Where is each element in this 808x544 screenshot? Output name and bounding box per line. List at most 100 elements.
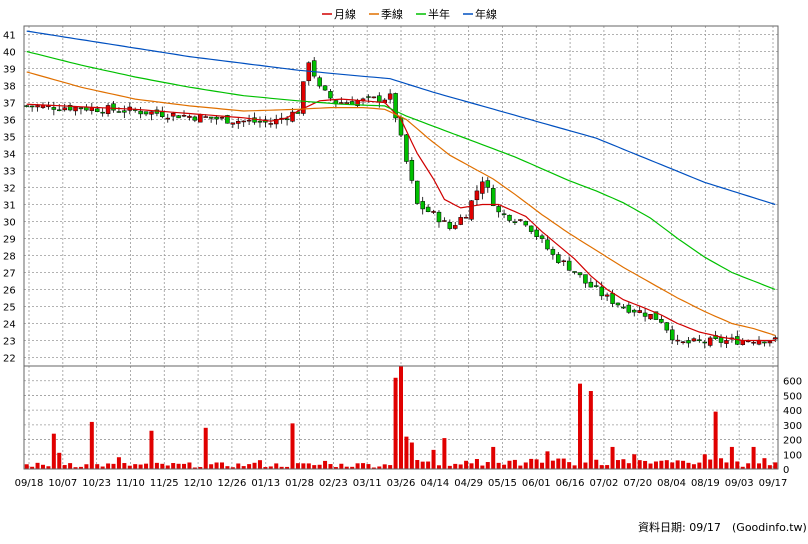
volume-bar	[767, 465, 772, 469]
volume-bar	[670, 462, 675, 469]
volume-bar	[285, 466, 290, 469]
volume-tick-label: 200	[783, 436, 802, 447]
price-tick-label: 38	[3, 82, 16, 93]
x-tick-label: 09/03	[725, 478, 754, 489]
volume-bars	[24, 366, 778, 469]
volume-bar	[171, 463, 176, 469]
candle-body	[290, 111, 295, 122]
candle-body	[143, 111, 149, 115]
volume-bar	[127, 465, 132, 469]
volume-bar	[643, 460, 648, 469]
x-tick-label: 08/04	[657, 478, 686, 489]
volume-bar	[518, 465, 523, 469]
candle-body	[73, 106, 78, 112]
candle-body	[545, 239, 550, 250]
candle-body	[431, 211, 436, 213]
volume-bar	[399, 366, 403, 469]
candle-body	[588, 281, 594, 288]
volume-bar	[746, 463, 751, 469]
volume-bar	[735, 461, 740, 469]
volume-bar	[111, 463, 116, 469]
volume-bar	[68, 463, 73, 469]
volume-bar	[214, 462, 219, 469]
volume-bar	[697, 462, 702, 469]
volume-bar	[35, 462, 40, 469]
volume-bar	[116, 457, 121, 469]
price-tick-label: 27	[3, 269, 16, 280]
candle-body	[691, 338, 697, 342]
candle-body	[480, 181, 485, 194]
candle-body	[420, 201, 425, 210]
candle-body	[328, 91, 333, 99]
candle-body	[648, 314, 653, 320]
volume-bar	[203, 427, 208, 469]
ma-line-2	[26, 50, 776, 291]
candle-body	[105, 105, 111, 114]
volume-bar	[404, 436, 409, 469]
volume-bar	[545, 451, 550, 469]
volume-bar	[301, 463, 306, 469]
volume-bar	[328, 464, 333, 469]
volume-bar	[361, 463, 366, 469]
volume-bar	[415, 460, 420, 469]
volume-bar	[241, 466, 246, 469]
candle-body	[57, 109, 62, 112]
volume-bar	[567, 462, 572, 469]
candle-body	[707, 337, 713, 346]
candle-body	[675, 339, 680, 342]
candle-body	[724, 340, 729, 344]
volume-frame	[23, 365, 779, 470]
volume-bar	[659, 460, 664, 469]
candle-body	[230, 122, 236, 125]
candle-body	[556, 254, 561, 263]
candle-body	[344, 102, 350, 105]
candle-body	[518, 219, 523, 221]
candle-body	[507, 214, 512, 221]
candle-body	[165, 117, 170, 120]
volume-bar	[230, 467, 235, 469]
candle-body	[322, 85, 328, 91]
price-tick-label: 32	[3, 184, 16, 195]
volume-bar	[409, 442, 414, 469]
x-tick-label: 12/10	[184, 478, 213, 489]
candle-body	[550, 249, 556, 255]
volume-bar	[447, 465, 452, 469]
candle-body	[425, 206, 431, 212]
volume-bar	[165, 465, 170, 469]
x-tick-label: 03/26	[387, 478, 416, 489]
candle-body	[187, 115, 192, 118]
candle-body	[572, 271, 577, 273]
x-tick-label: 06/01	[522, 478, 551, 489]
x-tick-label: 09/18	[15, 478, 44, 489]
candle-body	[642, 312, 648, 317]
candle-body	[366, 96, 371, 98]
volume-bar	[122, 463, 127, 469]
x-axis-labels: 09/18 10/07 10/23 11/10 11/25 12/10 12/26 01/13…	[15, 478, 788, 489]
legend-label-0: 月線	[334, 7, 356, 21]
x-tick-label: 02/23	[319, 478, 348, 489]
volume-bar	[653, 461, 658, 469]
candle-body	[583, 274, 588, 284]
volume-bar	[610, 446, 615, 469]
candle-body	[762, 341, 767, 344]
candle-body	[653, 311, 659, 320]
volume-bar	[154, 462, 159, 469]
candle-body	[512, 221, 518, 224]
candle-body	[561, 260, 566, 263]
candle-body	[94, 108, 100, 112]
volume-bar	[523, 462, 528, 469]
volume-bar	[100, 466, 105, 469]
volume-bar	[57, 452, 62, 469]
price-tick-label: 37	[3, 99, 16, 110]
volume-bar	[626, 463, 631, 469]
candle-body	[371, 96, 377, 99]
price-tick-label: 33	[3, 167, 16, 178]
candle-body	[273, 118, 279, 125]
volume-bar	[773, 462, 778, 469]
price-tick-label: 23	[3, 337, 16, 348]
legend-label-2: 半年	[428, 7, 450, 21]
candle-body	[610, 293, 615, 304]
volume-bar	[594, 459, 599, 469]
candle-body	[496, 206, 501, 213]
